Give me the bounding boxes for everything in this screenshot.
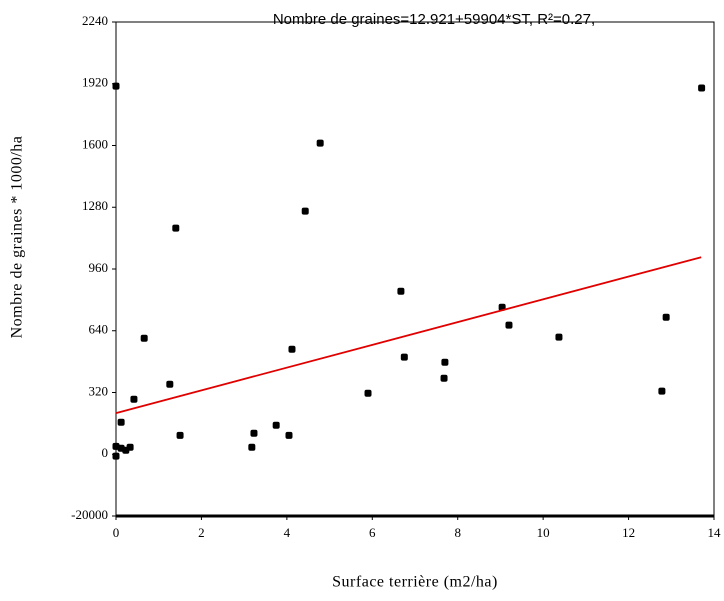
y-tick-label: 1920 (82, 75, 108, 90)
point (248, 443, 256, 451)
point (126, 443, 134, 451)
chart-title: Nombre de graines=12.921+59904*ST, R²=0.… (273, 11, 595, 28)
y-tick-label: 960 (89, 260, 109, 275)
point (166, 380, 174, 388)
y-tick-label: -20000 (71, 507, 108, 522)
point (130, 395, 138, 403)
x-tick-label: 14 (708, 525, 722, 540)
x-axis-label: Surface terrière (m2/ha) (332, 574, 498, 591)
point (117, 418, 125, 426)
point (112, 452, 120, 460)
point (176, 431, 184, 439)
point (440, 374, 448, 382)
y-tick-label: 2240 (82, 13, 108, 28)
x-tick-label: 0 (113, 525, 120, 540)
point (140, 334, 148, 342)
y-axis-label: Nombre de graines * 1000/ha (9, 136, 26, 339)
y-tick-label: 0 (102, 445, 109, 460)
point (316, 139, 324, 147)
point (505, 321, 513, 329)
point (397, 287, 405, 295)
plot-frame (115, 21, 715, 517)
point (441, 358, 449, 366)
point (112, 82, 120, 90)
point (658, 387, 666, 395)
y-tick-label: 320 (89, 383, 109, 398)
point (172, 224, 180, 232)
point (555, 333, 563, 341)
point (272, 421, 280, 429)
x-tick-label: 12 (622, 525, 635, 540)
x-tick-label: 6 (369, 525, 376, 540)
y-tick-label: 1280 (82, 198, 108, 213)
point (301, 207, 309, 215)
y-tick-label: 1600 (82, 136, 108, 151)
point (698, 84, 706, 92)
point (364, 389, 372, 397)
x-tick-label: 2 (198, 525, 205, 540)
point (662, 313, 670, 321)
x-tick-label: 8 (454, 525, 461, 540)
y-tick-label: 640 (89, 322, 109, 337)
point (285, 431, 293, 439)
point (250, 429, 258, 437)
x-tick-label: 10 (537, 525, 550, 540)
x-tick-label: 4 (284, 525, 291, 540)
point (288, 345, 296, 353)
point (400, 353, 408, 361)
regression-line (115, 256, 702, 415)
